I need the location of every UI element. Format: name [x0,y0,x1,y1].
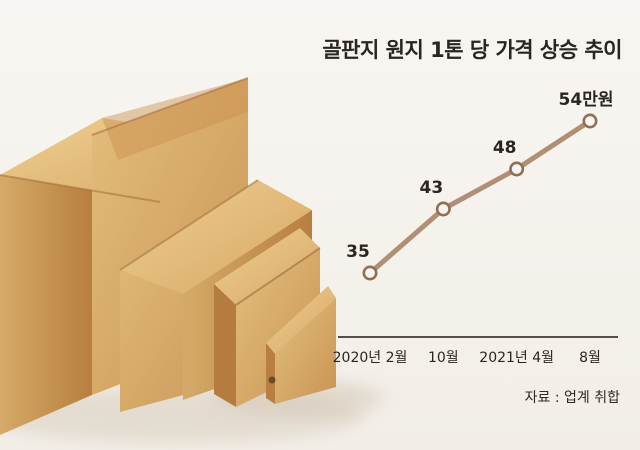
data-label: 43 [419,178,443,198]
small-cardboard-box [266,286,336,404]
x-tick-label: 2021년 4월 [479,350,554,366]
data-label: 48 [493,138,517,158]
data-label: 54만원 [559,90,614,110]
chart-title: 골판지 원지 1톤 당 가격 상승 추이 [322,38,622,62]
data-point-marker [362,265,378,281]
source-note: 자료 : 업계 취합 [524,390,620,406]
data-point-marker [509,161,525,177]
data-point-marker [582,113,598,129]
x-tick-label: 8월 [579,350,601,366]
data-point-marker [435,201,451,217]
line-chart: 2020년 2월 10월 2021년 4월 8월 35 43 48 54만원 [333,90,618,366]
price-series-line [367,118,593,276]
x-tick-label: 10월 [428,350,459,366]
data-label: 35 [346,242,370,262]
x-tick-label: 2020년 2월 [333,350,408,366]
